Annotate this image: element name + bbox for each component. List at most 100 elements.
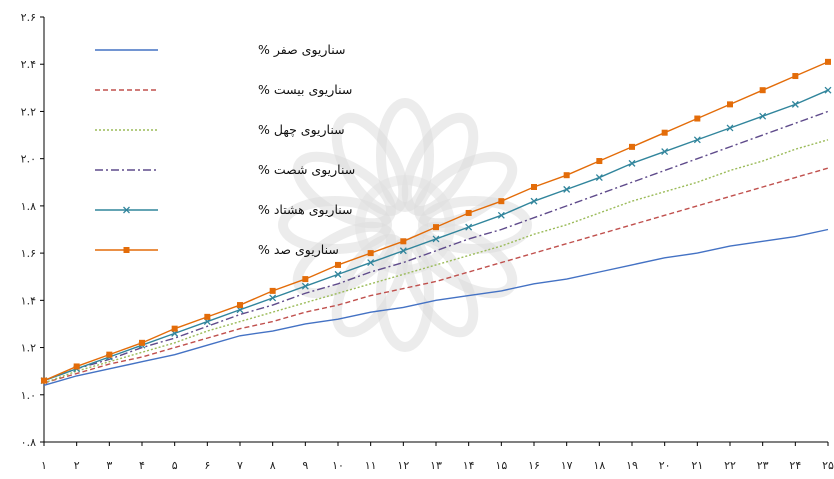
- legend-item-5: سناریوی هشتاد %: [95, 202, 353, 218]
- data-point: [628, 159, 636, 167]
- legend-label: سناریوی چهل %: [258, 122, 345, 138]
- data-point: [661, 148, 669, 156]
- data-point: [498, 198, 505, 205]
- x-tick-label: ۱۷: [561, 459, 573, 472]
- series-3: [43, 139, 829, 384]
- data-point: [432, 235, 440, 243]
- watermark-logo: [278, 98, 532, 352]
- x-tick-label: ۲: [74, 459, 80, 472]
- data-point: [693, 136, 701, 144]
- legend-label: سناریوی صفر %: [258, 42, 345, 58]
- legend-label: سناریوی صد %: [258, 242, 339, 258]
- data-point: [335, 261, 341, 268]
- data-point: [792, 73, 799, 80]
- y-tick-label: ۱.۲: [21, 342, 36, 355]
- data-point: [825, 58, 831, 65]
- x-tick-label: ۷: [237, 459, 243, 472]
- series-1: [43, 228, 829, 387]
- y-tick-label: ۲.۶: [21, 11, 36, 24]
- legend-marker: [123, 247, 130, 253]
- data-point: [106, 351, 113, 358]
- series-line: [43, 228, 829, 387]
- x-tick-label: ۴: [139, 459, 145, 472]
- axes: ۰.۸۱.۰۱.۲۱.۴۱.۶۱.۸۲.۰۲.۲۲.۴۲.۶۱ ۲ ۳ ۴ ۵ ۶ ۷ ۸ ۹ ۱…: [21, 11, 834, 472]
- x-tick-label: ۱۲: [397, 459, 409, 472]
- y-tick-label: ۲.۲: [21, 105, 36, 118]
- data-point: [400, 238, 407, 245]
- data-point: [301, 282, 309, 290]
- data-point: [269, 294, 277, 302]
- legend-label: سناریوی بیست %: [258, 82, 352, 98]
- data-point: [399, 247, 407, 255]
- x-tick-label: ۱۴: [463, 459, 475, 472]
- x-tick-label: ۱۳: [430, 459, 442, 472]
- data-point: [563, 185, 571, 193]
- legend-item-3: سناریوی چهل %: [95, 122, 345, 138]
- x-tick-label: ۱۵: [495, 459, 507, 472]
- series-line: [43, 139, 829, 384]
- data-point: [171, 325, 178, 332]
- y-tick-label: ۱.۴: [21, 294, 36, 307]
- x-tick-label: ۱۰: [332, 459, 344, 472]
- y-tick-label: ۱.۶: [21, 247, 36, 260]
- legend-label: سناریوی هشتاد %: [258, 202, 353, 218]
- watermark-petal: [414, 151, 518, 229]
- data-point: [465, 223, 473, 231]
- data-point: [530, 197, 538, 205]
- x-tick-label: ۲۰: [659, 459, 671, 472]
- data-point: [465, 209, 472, 216]
- legend-item-6: سناریوی صد %: [95, 242, 339, 258]
- data-point: [334, 270, 342, 278]
- data-point: [41, 377, 47, 384]
- y-tick-label: ۲.۴: [21, 58, 36, 71]
- legend-label: سناریوی شصت %: [258, 162, 355, 178]
- data-point: [759, 87, 766, 94]
- legend: سناریوی صفر % سناریوی بیست % سناریوی چهل %…: [95, 42, 355, 258]
- data-point: [204, 313, 211, 320]
- legend-item-4: سناریوی شصت %: [95, 162, 355, 178]
- data-point: [726, 124, 734, 132]
- y-tick-label: ۰.۸: [21, 436, 36, 449]
- watermark-core: [355, 175, 455, 275]
- data-point: [791, 100, 799, 108]
- x-tick-label: ۱: [41, 459, 47, 472]
- data-point: [531, 184, 537, 190]
- series-layer: [40, 58, 832, 387]
- x-tick-label: ۵: [172, 459, 178, 472]
- data-point: [563, 172, 570, 179]
- legend-marker: [123, 206, 130, 214]
- x-tick-label: ۳: [106, 459, 112, 472]
- series-4: [43, 110, 829, 382]
- series-6: [41, 58, 831, 384]
- legend-item-2: سناریوی بیست %: [95, 82, 352, 98]
- data-point: [139, 339, 145, 346]
- legend-item-1: سناریوی صفر %: [95, 42, 345, 58]
- x-tick-label: ۱۹: [626, 459, 638, 472]
- data-point: [433, 224, 439, 231]
- x-tick-label: ۱۸: [593, 459, 605, 472]
- series-line: [43, 110, 829, 382]
- data-point: [269, 287, 276, 294]
- data-point: [596, 158, 603, 165]
- x-tick-label: ۲۵: [822, 459, 834, 472]
- data-point: [595, 174, 603, 182]
- data-point: [73, 363, 80, 370]
- data-point: [497, 211, 505, 219]
- y-tick-label: ۱.۸: [21, 200, 36, 213]
- data-point: [367, 259, 375, 267]
- x-tick-label: ۲۱: [691, 459, 703, 472]
- data-point: [237, 302, 243, 309]
- data-point: [367, 250, 374, 257]
- data-point: [661, 129, 668, 136]
- data-point: [629, 143, 635, 150]
- data-point: [824, 86, 832, 94]
- y-tick-label: ۱.۰: [21, 389, 36, 402]
- x-tick-label: ۹: [302, 459, 308, 472]
- x-tick-label: ۱۶: [528, 459, 540, 472]
- x-tick-label: ۱۱: [365, 459, 377, 472]
- x-tick-label: ۶: [204, 459, 210, 472]
- data-point: [759, 112, 767, 120]
- x-tick-label: ۸: [270, 459, 276, 472]
